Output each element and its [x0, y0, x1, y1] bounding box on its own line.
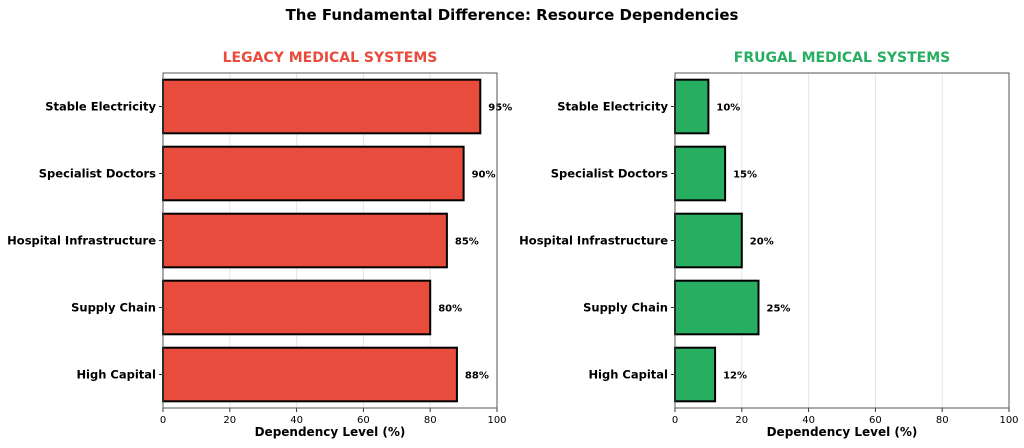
x-tick-label: 40 [290, 415, 303, 426]
data-label: 15% [733, 170, 757, 181]
bar [674, 78, 710, 135]
x-tick-label: 80 [424, 415, 437, 426]
x-tick-label: 20 [223, 415, 236, 426]
y-tick-label: High Capital [588, 368, 668, 382]
axes-frame [162, 72, 498, 409]
data-label: 88% [465, 371, 489, 382]
y-tick-label: Hospital Infrastructure [519, 234, 668, 248]
bar [674, 346, 717, 403]
bar [674, 145, 727, 202]
y-tick-label: High Capital [76, 368, 156, 382]
data-label: 12% [723, 371, 747, 382]
data-label: 95% [488, 103, 512, 114]
x-tick-label: 60 [357, 415, 370, 426]
legacy-chart-panel: LEGACY MEDICAL SYSTEMS 0 20 40 60 80 100 95% Sta… [7, 50, 512, 439]
subplot-title: FRUGAL MEDICAL SYSTEMS [734, 50, 951, 66]
x-axis-label: Dependency Level (%) [767, 425, 918, 439]
y-tick-label: Stable Electricity [45, 100, 156, 114]
bar [674, 212, 743, 269]
x-tick-label: 60 [869, 415, 882, 426]
data-label: 80% [438, 304, 462, 315]
y-tick-label: Stable Electricity [557, 100, 668, 114]
x-axis-label: Dependency Level (%) [255, 425, 406, 439]
y-tick-label: Supply Chain [583, 301, 668, 315]
x-tick-label: 80 [936, 415, 949, 426]
y-tick-label: Specialist Doctors [39, 167, 156, 181]
bar [162, 145, 465, 202]
x-tick-label: 20 [735, 415, 748, 426]
bar [162, 346, 458, 403]
x-tick-label: 100 [999, 415, 1018, 426]
x-tick-label: 40 [802, 415, 815, 426]
axes-frame [674, 72, 1010, 409]
bar [674, 279, 760, 336]
bar [162, 78, 482, 135]
data-label: 25% [767, 304, 791, 315]
data-label: 90% [472, 170, 496, 181]
data-label: 10% [716, 103, 740, 114]
y-tick-label: Hospital Infrastructure [7, 234, 156, 248]
subplot-title: LEGACY MEDICAL SYSTEMS [223, 50, 438, 66]
y-tick-label: Specialist Doctors [551, 167, 668, 181]
data-label: 20% [750, 237, 774, 248]
y-tick-label: Supply Chain [71, 301, 156, 315]
bar [162, 212, 448, 269]
bar [162, 279, 432, 336]
x-tick-label: 0 [160, 415, 166, 426]
x-tick-label: 0 [672, 415, 678, 426]
x-tick-label: 100 [487, 415, 506, 426]
figure-title: The Fundamental Difference: Resource Dep… [286, 6, 739, 24]
frugal-chart-panel: FRUGAL MEDICAL SYSTEMS 0 20 40 60 80 100 10% Sta… [519, 50, 1018, 439]
data-label: 85% [455, 237, 479, 248]
